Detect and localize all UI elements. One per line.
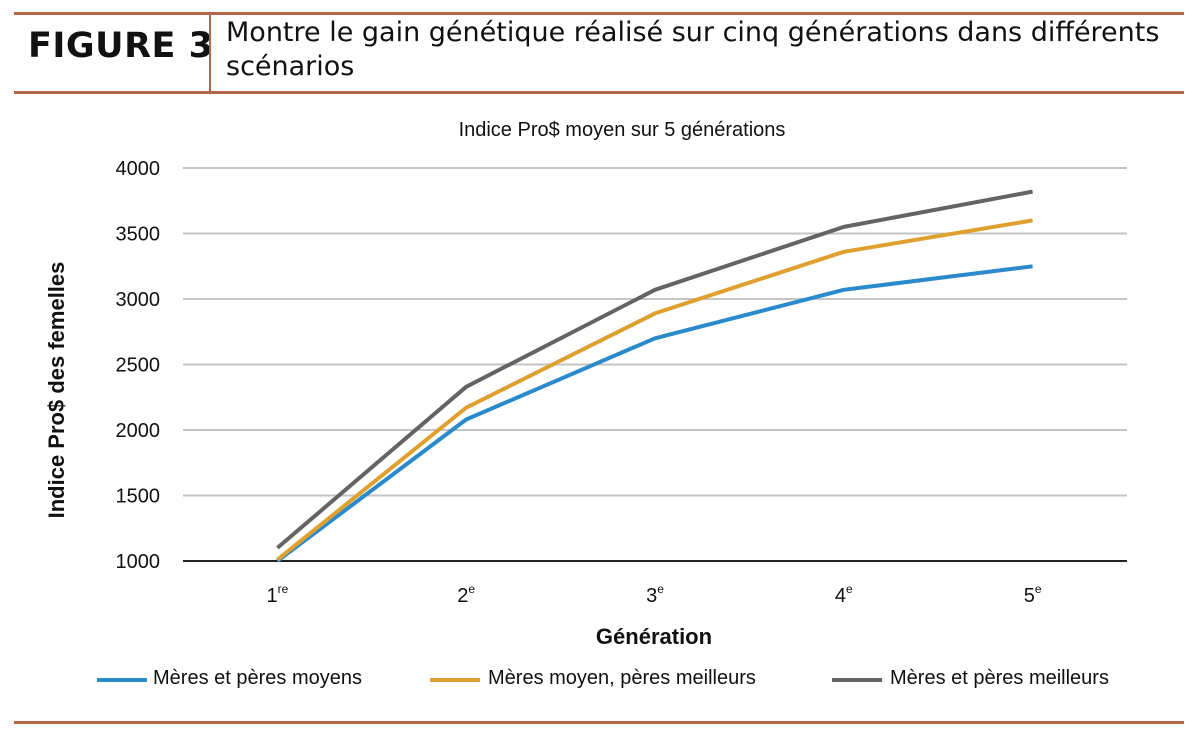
series-lines (276, 189, 1033, 563)
legend-label-3: Mères et pères meilleurs (890, 667, 1109, 689)
y-tick-label: 4000 (116, 158, 161, 180)
legend-label-2: Mères moyen, pères meilleurs (488, 667, 756, 689)
y-axis-label: Indice Pro$ des femelles (44, 262, 69, 519)
series-line-3 (276, 189, 1033, 550)
x-tick-label: 5e (1024, 582, 1042, 607)
y-tick-labels: 1000 1500 2000 2500 3000 3500 4000 (116, 158, 161, 573)
x-tick-label: 2e (457, 582, 475, 607)
y-tick-label: 1000 (116, 551, 161, 573)
figure-divider (209, 12, 211, 92)
chart-title: Indice Pro$ moyen sur 5 générations (459, 119, 786, 141)
y-tick-label: 3000 (116, 289, 161, 311)
legend-swatch-1 (97, 678, 147, 682)
x-tick-labels: 1re 2e 3e 4e 5e (267, 582, 1042, 607)
series-line-2 (276, 218, 1033, 562)
legend-label-1: Mères et pères moyens (153, 667, 362, 689)
header-rule (14, 91, 1184, 94)
x-tick-label: 4e (835, 582, 853, 607)
legend-swatch-3 (832, 678, 882, 682)
figure-caption: Montre le gain génétique réalisé sur cin… (226, 17, 1160, 82)
series-line-1 (276, 264, 1033, 563)
x-tick-label: 3e (646, 582, 664, 607)
figure-label: FIGURE 3 (28, 26, 214, 66)
y-tick-label: 3500 (116, 224, 161, 246)
y-tick-label: 2000 (116, 420, 161, 442)
legend-swatch-2 (430, 678, 480, 682)
x-axis-label: Génération (596, 624, 712, 649)
top-rule (14, 12, 1184, 15)
y-tick-label: 1500 (116, 486, 161, 508)
y-tick-label: 2500 (116, 355, 161, 377)
x-tick-label: 1re (267, 582, 289, 607)
bottom-rule (14, 721, 1184, 724)
